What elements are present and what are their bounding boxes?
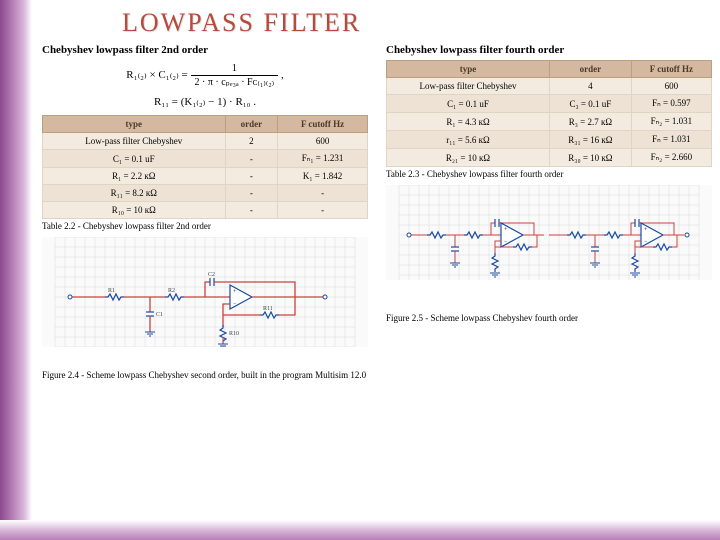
left-subhead: Chebyshev lowpass filter 2nd order (42, 44, 368, 56)
right-column: Chebyshev lowpass filter fourth order ty… (386, 44, 712, 380)
th-order: order (225, 116, 278, 133)
svg-text:R2: R2 (168, 288, 175, 294)
table-cell: - (225, 202, 278, 219)
left-fig-caption: Figure 2.4 - Scheme lowpass Chebyshev se… (42, 370, 368, 380)
formula-num: 1 (191, 62, 279, 76)
th-fcut: F cutoff Hz (278, 116, 368, 133)
table-cell: R₃₁ = 16 кΩ (550, 131, 632, 149)
sidebar-gradient (0, 0, 32, 540)
left-table: type order F cutoff Hz Low-pass filter C… (42, 115, 368, 219)
table-cell: - (225, 185, 278, 202)
th-type: type (43, 116, 226, 133)
table-cell: Low-pass filter Chebyshev (43, 133, 226, 150)
formula-rc: R₁₍₂₎ × C₁₍₂₎ = 1 2 · π · cₚₑ₃ₐ · Fᴄ₍₁₎₍… (42, 62, 368, 89)
table-cell: - (278, 185, 368, 202)
left-table-body: Low-pass filter Chebyshev2600C₁ = 0.1 uF… (43, 133, 368, 219)
table-cell: 4 (550, 78, 632, 95)
schematic-2nd-order: R1C1R2C2+−R10R11 (42, 237, 368, 347)
table-cell: Fₙ₂ = 1.031 (631, 113, 711, 131)
table-cell: - (225, 150, 278, 168)
table-cell: r₁₁ = 5.6 кΩ (387, 131, 550, 149)
table-cell: R₃ = 2.7 кΩ (550, 113, 632, 131)
table-cell: R₂₁ = 10 кΩ (387, 149, 550, 167)
table-cell: 600 (631, 78, 711, 95)
table-row: C₁ = 0.1 uF-Fₙ₁ = 1.231 (43, 150, 368, 168)
table-cell: Low-pass filter Chebyshev (387, 78, 550, 95)
left-table-caption: Table 2.2 - Chebyshev lowpass filter 2nd… (42, 221, 368, 231)
table-cell: R₃₀ = 10 кΩ (550, 149, 632, 167)
th-fcut: F cutoff Hz (631, 61, 711, 78)
table-cell: Fₙ = 0.597 (631, 95, 711, 113)
right-subhead: Chebyshev lowpass filter fourth order (386, 44, 712, 56)
table-row: C₁ = 0.1 uFC₃ = 0.1 uFFₙ = 0.597 (387, 95, 712, 113)
slide-content: LOWPASS FILTER Chebyshev lowpass filter … (42, 8, 712, 380)
table-cell: R₁ = 4.3 кΩ (387, 113, 550, 131)
table-row: Low-pass filter Chebyshev2600 (43, 133, 368, 150)
left-column: Chebyshev lowpass filter 2nd order R₁₍₂₎… (42, 44, 368, 380)
table-cell: C₃ = 0.1 uF (550, 95, 632, 113)
svg-text:R10: R10 (229, 331, 239, 337)
svg-text:C1: C1 (156, 312, 163, 318)
table-cell: Fₙ₁ = 1.231 (278, 150, 368, 168)
table-cell: - (225, 168, 278, 185)
formula-lhs: R₁₍₂₎ × C₁₍₂₎ = (126, 69, 187, 81)
table-row: R₁ = 4.3 кΩR₃ = 2.7 кΩFₙ₂ = 1.031 (387, 113, 712, 131)
table-cell: - (278, 202, 368, 219)
table-row: Low-pass filter Chebyshev4600 (387, 78, 712, 95)
table-cell: 2 (225, 133, 278, 150)
formula-den: 2 · π · cₚₑ₃ₐ · Fᴄ₍₁₎₍₂₎ (191, 76, 279, 89)
table-cell: C₁ = 0.1 uF (387, 95, 550, 113)
table-cell: R₁₀ = 10 кΩ (43, 202, 226, 219)
table-header-row: type order F cutoff Hz (43, 116, 368, 133)
th-type: type (387, 61, 550, 78)
bottom-gradient (0, 520, 720, 540)
table-row: R₁₁ = 8.2 кΩ-- (43, 185, 368, 202)
right-fig-caption: Figure 2.5 - Scheme lowpass Chebyshev fo… (386, 313, 712, 323)
svg-text:C2: C2 (208, 272, 215, 278)
table-cell: Fₙ₂ = 2.660 (631, 149, 711, 167)
formula-r11: R₁₁ = (K₁₍₂₎ − 1) · R₁₀ . (42, 95, 368, 109)
right-table-caption: Table 2.3 - Chebyshev lowpass filter fou… (386, 169, 712, 179)
table-row: R₁ = 2.2 кΩ-K₁ = 1.842 (43, 168, 368, 185)
table-cell: R₁₁ = 8.2 кΩ (43, 185, 226, 202)
table-cell: R₁ = 2.2 кΩ (43, 168, 226, 185)
table-row: R₁₀ = 10 кΩ-- (43, 202, 368, 219)
table-cell: K₁ = 1.842 (278, 168, 368, 185)
table-cell: C₁ = 0.1 uF (43, 150, 226, 168)
table-row: R₂₁ = 10 кΩR₃₀ = 10 кΩFₙ₂ = 2.660 (387, 149, 712, 167)
svg-text:R11: R11 (263, 306, 273, 312)
page-title: LOWPASS FILTER (122, 8, 712, 38)
table-cell: Fₙ = 1.031 (631, 131, 711, 149)
table-header-row: type order F cutoff Hz (387, 61, 712, 78)
right-table: type order F cutoff Hz Low-pass filter C… (386, 60, 712, 167)
table-cell: 600 (278, 133, 368, 150)
right-table-body: Low-pass filter Chebyshev4600C₁ = 0.1 uF… (387, 78, 712, 167)
svg-text:R1: R1 (108, 288, 115, 294)
table-row: r₁₁ = 5.6 кΩR₃₁ = 16 кΩFₙ = 1.031 (387, 131, 712, 149)
th-order: order (550, 61, 632, 78)
schematic-4th-order: +−+− (386, 185, 712, 280)
